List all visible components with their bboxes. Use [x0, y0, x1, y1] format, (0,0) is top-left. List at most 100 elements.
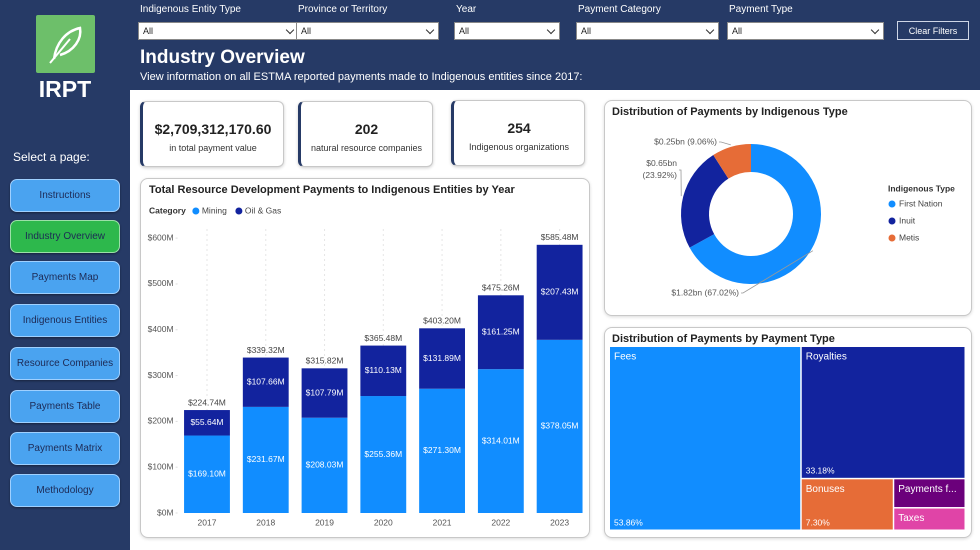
kpi-label: in total payment value [169, 143, 257, 153]
y-tick-label: $0M [157, 507, 174, 517]
bar-segment [301, 368, 348, 418]
data-label: $107.79M [306, 387, 344, 397]
nav-button[interactable]: Payments Map [10, 261, 120, 294]
filter-dropdown[interactable]: All [576, 22, 719, 40]
legend-marker [888, 234, 896, 242]
kpi-value: 254 [507, 120, 531, 136]
filter-dropdown[interactable]: All [138, 22, 299, 40]
treemap-tile [801, 347, 965, 478]
y-tick-label: $200M [148, 416, 174, 426]
page-title: Industry Overview [140, 47, 305, 68]
x-tick-label: 2018 [256, 517, 275, 527]
bar-segment [184, 435, 230, 513]
kpi-value: 202 [354, 121, 379, 137]
logo-text: IRPT [38, 76, 92, 102]
nav-button[interactable]: Payments Table [10, 390, 120, 423]
clear-filters-button[interactable]: Clear Filters [897, 21, 969, 40]
data-label: $208.03M [306, 460, 344, 470]
legend-label: Metis [899, 232, 919, 242]
filter-label: Indigenous Entity Type [140, 4, 241, 15]
leader-line [679, 169, 682, 197]
data-label: $55.64M [190, 417, 223, 427]
data-label: $271.30M [423, 445, 461, 455]
x-tick-label: 2019 [315, 517, 334, 527]
data-label: $110.13M [365, 365, 402, 375]
legend-label: Mining [202, 205, 227, 215]
total-label: $315.82M [306, 356, 344, 366]
legend-label: Oil & Gas [245, 205, 281, 215]
logo-icon [49, 26, 82, 64]
x-tick-label: 2020 [374, 517, 393, 527]
donut-chart-panel: Distribution of Payments by Indigenous T… [604, 100, 972, 316]
bar-chart: Total Resource Development Payments to I… [148, 184, 583, 527]
filter-label: Payment Category [578, 4, 661, 15]
data-label: $378.05M [541, 421, 579, 431]
x-tick-label: 2022 [491, 517, 510, 527]
tile-value: 33.18% [806, 466, 835, 476]
nav-button[interactable]: Payments Matrix [10, 432, 120, 465]
nav-button[interactable]: Instructions [10, 179, 120, 212]
y-tick-label: $500M [148, 278, 174, 288]
kpi-value: $2,709,312,170.60 [154, 121, 272, 137]
filter-dropdown[interactable]: All [454, 22, 560, 40]
bar-segment [419, 328, 465, 389]
x-tick-label: 2023 [550, 517, 569, 527]
bar-segment [184, 410, 230, 436]
treemap-tile [801, 479, 893, 530]
total-label: $224.74M [188, 397, 226, 407]
bar-segment [536, 244, 583, 340]
bar-segment [301, 417, 348, 513]
bar-segment [242, 357, 289, 407]
feather-stem [49, 38, 71, 64]
chart-title: Total Resource Development Payments to I… [149, 184, 515, 196]
bar-segment [477, 295, 524, 370]
treemap-tile [894, 508, 965, 530]
chart-title: Distribution of Payments by Indigenous T… [612, 106, 848, 118]
donut-slice [689, 144, 821, 284]
nav-button[interactable]: Resource Companies [10, 347, 120, 380]
y-tick-label: $300M [148, 370, 174, 380]
filter-dropdown[interactable]: All [727, 22, 884, 40]
kpi-label: natural resource companies [310, 143, 423, 153]
page-prompt: Select a page: [13, 150, 90, 164]
data-label: $0.65bn (23.92%) [640, 158, 677, 180]
total-label: $403.20M [423, 316, 461, 326]
data-label: $314.01M [482, 435, 520, 445]
total-label: $585.48M [541, 232, 579, 242]
nav-button[interactable]: Methodology [10, 474, 120, 507]
legend-title: Indigenous Type [888, 183, 955, 193]
data-label: $0.25bn (9.06%) [654, 136, 717, 146]
bar-segment [360, 396, 407, 513]
x-tick-label: 2017 [198, 517, 217, 527]
nav-button[interactable]: Industry Overview [10, 220, 120, 253]
data-label: $207.43M [541, 287, 579, 297]
bar-chart-panel: Total Resource Development Payments to I… [140, 178, 590, 538]
donut-chart: Distribution of Payments by Indigenous T… [612, 106, 955, 297]
legend-label: First Nation [899, 198, 943, 208]
legend-marker [888, 217, 896, 225]
donut-slice [713, 144, 751, 179]
y-tick-label: $100M [148, 461, 174, 471]
filter-label: Payment Type [729, 4, 793, 15]
treemap-tile [610, 347, 801, 530]
kpi-card: 202 natural resource companies [298, 101, 433, 167]
feather [52, 26, 82, 60]
kpi-card: 254 Indigenous organizations [451, 100, 585, 166]
tile-value: 7.30% [806, 517, 831, 527]
tile-label: Taxes [898, 513, 924, 524]
tile-label: Payments f... [898, 484, 956, 495]
nav-button[interactable]: Indigenous Entities [10, 304, 120, 337]
legend-marker [192, 207, 200, 215]
data-label: $131.89M [423, 353, 461, 363]
page-subtitle: View information on all ESTMA reported p… [140, 71, 583, 83]
total-label: $365.48M [364, 333, 402, 343]
total-label: $339.32M [247, 345, 285, 355]
chart-title: Distribution of Payments by Payment Type [612, 333, 835, 345]
kpi-card: $2,709,312,170.60 in total payment value [140, 101, 284, 167]
filter-dropdown[interactable]: All [296, 22, 439, 40]
bar-segment [360, 345, 407, 397]
tile-label: Bonuses [806, 484, 845, 495]
legend-marker [235, 207, 243, 215]
bar-segment [477, 369, 524, 513]
